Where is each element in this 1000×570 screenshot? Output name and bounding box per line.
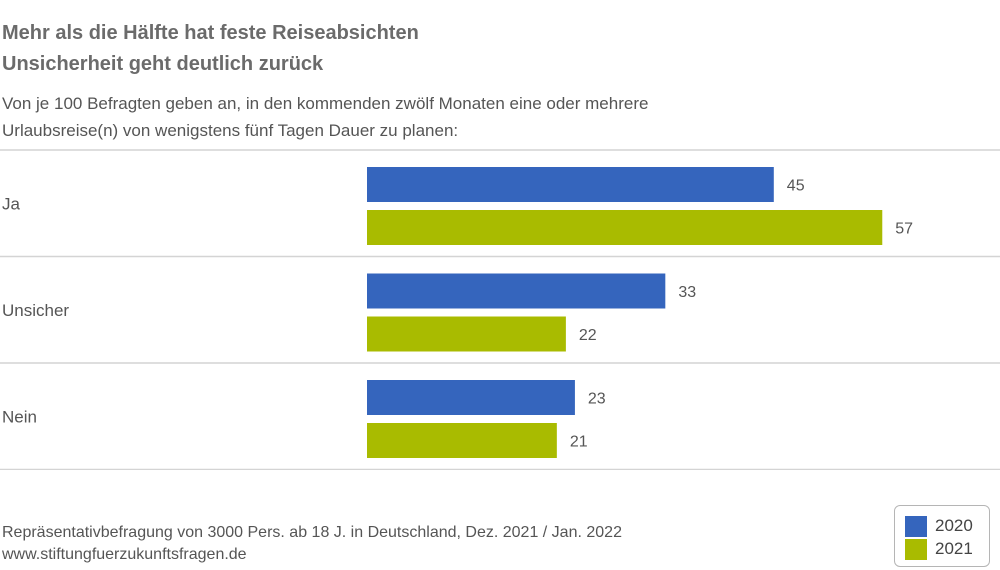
data-label: 22 xyxy=(579,327,597,344)
legend-label-2020: 2020 xyxy=(935,516,973,535)
source-note: Repräsentativbefragung von 3000 Pers. ab… xyxy=(2,524,622,541)
bar-2020-ja xyxy=(367,167,774,202)
data-label: 33 xyxy=(678,284,696,301)
chart-subtitle-line-2: Urlaubsreise(n) von wenigstens fünf Tage… xyxy=(2,121,459,140)
legend: 2020 2021 xyxy=(894,505,990,567)
legend-swatch-2020 xyxy=(905,515,927,537)
data-label: 23 xyxy=(588,391,606,408)
bar-chart: Ja 45 57 Unsicher 33 22 Nein 23 21 xyxy=(0,149,1000,470)
legend-swatch-2021 xyxy=(905,538,927,560)
bar-2021-ja xyxy=(367,210,883,245)
chart-title: Mehr als die Hälfte hat feste Reiseabsic… xyxy=(2,22,419,44)
legend-label-2021: 2021 xyxy=(935,539,973,558)
data-label: 21 xyxy=(570,434,588,451)
data-label: 45 xyxy=(787,178,805,195)
bar-2020-unsicher xyxy=(367,273,666,309)
legend-item-2021: 2021 xyxy=(905,538,973,560)
bar-2021-nein xyxy=(367,423,557,458)
data-label: 57 xyxy=(895,221,913,238)
legend-item-2020: 2020 xyxy=(905,515,973,537)
bar-2021-unsicher xyxy=(367,316,566,352)
category-label: Ja xyxy=(2,194,21,213)
category-label: Unsicher xyxy=(2,301,69,320)
chart-title-line-2: Unsicherheit geht deutlich zurück xyxy=(2,53,324,75)
bar-2020-nein xyxy=(367,380,575,415)
category-label: Nein xyxy=(2,407,37,426)
source-url: www.stiftungfuerzukunftsfragen.de xyxy=(2,546,247,563)
chart-subtitle: Von je 100 Befragten geben an, in den ko… xyxy=(2,94,649,113)
